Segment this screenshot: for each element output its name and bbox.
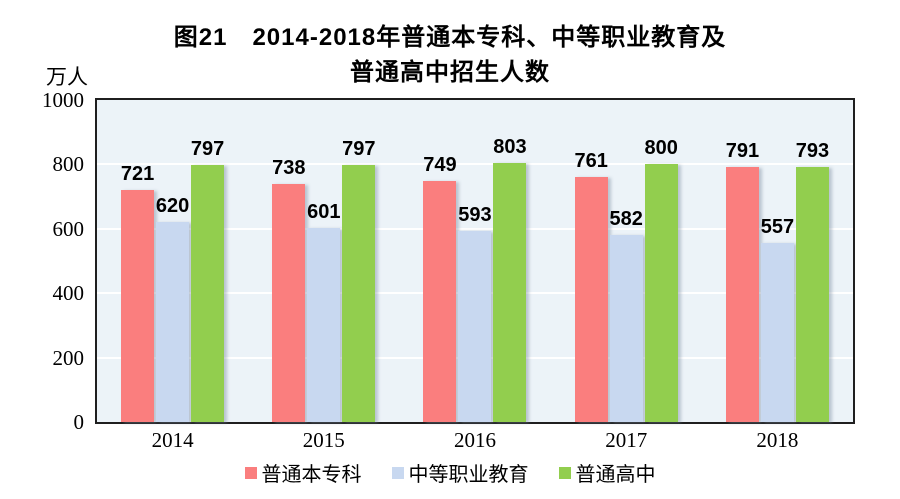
bar-group: 721 620 797 (97, 100, 248, 422)
bar-value-label: 797 (342, 138, 376, 161)
chart-title: 图21 2014-2018年普通本专科、中等职业教育及 普通高中招生人数 (0, 20, 900, 90)
legend-marker (558, 466, 571, 479)
y-tick-label: 800 (52, 152, 85, 177)
bar-value-label: 791 (725, 140, 760, 163)
bar: 803 (493, 136, 527, 422)
legend: 普通本专科 中等职业教育 普通高中 (0, 458, 900, 487)
bar: 620 (156, 195, 189, 422)
y-tick-label: 600 (52, 216, 85, 241)
legend-item: 普通高中 (558, 458, 656, 487)
gridline (97, 163, 853, 166)
y-tick-label: 1000 (42, 88, 84, 112)
bar-value-label: 620 (155, 195, 190, 218)
chart-title-line1: 图21 2014-2018年普通本专科、中等职业教育及 (173, 24, 727, 51)
bar-value-label: 721 (120, 162, 155, 185)
y-tick-label: 0 (73, 410, 85, 434)
gridline (97, 227, 853, 230)
legend-label: 中等职业教育 (408, 464, 529, 486)
bar-value-label: 797 (190, 138, 225, 161)
y-axis-unit-label: 万人 (46, 65, 88, 89)
bar-value-label: 761 (574, 149, 608, 172)
bar: 797 (342, 138, 375, 422)
x-tick-label: 2017 (605, 428, 648, 452)
bar: 738 (272, 157, 305, 422)
x-tick-label: 2018 (756, 428, 799, 452)
bar: 582 (610, 208, 643, 422)
legend-marker (244, 466, 257, 479)
bar: 593 (458, 204, 492, 422)
bar: 793 (796, 140, 829, 422)
bar-group: 738 601 797 (248, 100, 399, 422)
legend-item: 中等职业教育 (391, 458, 529, 487)
legend-marker (391, 466, 404, 479)
legend-label: 普通本专科 (261, 464, 362, 486)
bar-group: 749 593 803 (399, 100, 550, 422)
bar: 557 (761, 216, 794, 422)
bar-value-label: 793 (795, 139, 830, 162)
bar-value-label: 738 (272, 157, 306, 180)
bar: 601 (307, 201, 340, 422)
bar-value-label: 582 (609, 207, 643, 230)
bar-group: 791 557 793 (702, 100, 853, 422)
bar-value-label: 601 (307, 201, 341, 224)
bar-value-label: 800 (644, 137, 678, 160)
x-tick-label: 2016 (453, 428, 496, 452)
y-tick-label: 200 (52, 345, 85, 370)
x-tick-label: 2014 (151, 428, 194, 452)
x-tick-label: 2015 (302, 428, 345, 452)
bar-value-label: 749 (423, 153, 457, 176)
bar: 800 (645, 137, 678, 422)
chart-title-line2: 普通高中招生人数 (350, 59, 550, 86)
bar: 761 (575, 150, 608, 422)
y-tick-label: 400 (52, 281, 85, 306)
bar-value-label: 803 (493, 136, 527, 159)
bar: 791 (726, 140, 759, 422)
bar-value-label: 557 (760, 215, 795, 238)
bar-group: 761 582 800 (551, 100, 702, 422)
legend-item: 普通本专科 (244, 458, 362, 487)
plot-area: 721 620 797 738 601 797 749 593 803 761 582 800 791 5… (95, 98, 855, 424)
bar: 797 (191, 138, 224, 422)
legend-label: 普通高中 (575, 464, 656, 486)
bar: 721 (121, 163, 154, 422)
bar: 749 (423, 154, 457, 422)
bar-value-label: 593 (458, 204, 492, 227)
